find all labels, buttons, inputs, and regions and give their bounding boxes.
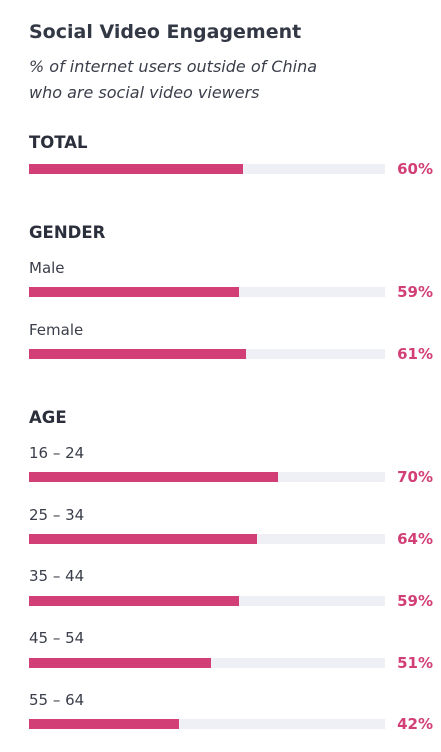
row-label-age-55-64: 55 – 64 bbox=[29, 691, 85, 709]
subtitle-line-2: who are social video viewers bbox=[29, 83, 260, 102]
subtitle-line-1: % of internet users outside of China bbox=[29, 57, 318, 76]
bar-track-age-35-44 bbox=[29, 596, 385, 606]
bar-age-35-44 bbox=[29, 596, 240, 606]
bar-value-age-35-44: 59% bbox=[397, 592, 433, 610]
chart-title: Social Video Engagement bbox=[29, 21, 302, 43]
bar-track-age-45-54 bbox=[29, 658, 385, 668]
bar-value-age-25-34: 64% bbox=[397, 530, 433, 548]
bar-track-female bbox=[29, 349, 385, 359]
bar-total bbox=[29, 164, 243, 174]
bar-age-55-64 bbox=[29, 719, 179, 729]
bar-female bbox=[29, 349, 247, 359]
chart-subtitle: % of internet users outside of China who… bbox=[29, 54, 409, 106]
bar-age-25-34 bbox=[29, 534, 257, 544]
bar-value-total: 60% bbox=[397, 160, 433, 178]
bar-track-total bbox=[29, 164, 385, 174]
bar-value-age-55-64: 42% bbox=[397, 715, 433, 733]
row-label-female: Female bbox=[29, 321, 84, 339]
bar-track-male bbox=[29, 287, 385, 297]
bar-age-16-24 bbox=[29, 472, 279, 482]
row-label-age-35-44: 35 – 44 bbox=[29, 567, 85, 585]
bar-age-45-54 bbox=[29, 658, 211, 668]
section-heading-total: TOTAL bbox=[29, 133, 88, 152]
bar-male bbox=[29, 287, 240, 297]
row-label-age-25-34: 25 – 34 bbox=[29, 506, 85, 524]
row-label-age-16-24: 16 – 24 bbox=[29, 444, 85, 462]
bar-track-age-16-24 bbox=[29, 472, 385, 482]
section-heading-gender: GENDER bbox=[29, 223, 106, 242]
row-label-male: Male bbox=[29, 259, 65, 277]
bar-value-female: 61% bbox=[397, 345, 433, 363]
bar-value-age-16-24: 70% bbox=[397, 468, 433, 486]
row-label-age-45-54: 45 – 54 bbox=[29, 629, 85, 647]
section-heading-age: AGE bbox=[29, 408, 67, 427]
bar-track-age-25-34 bbox=[29, 534, 385, 544]
bar-value-age-45-54: 51% bbox=[397, 654, 433, 672]
bar-track-age-55-64 bbox=[29, 719, 385, 729]
bar-value-male: 59% bbox=[397, 283, 433, 301]
